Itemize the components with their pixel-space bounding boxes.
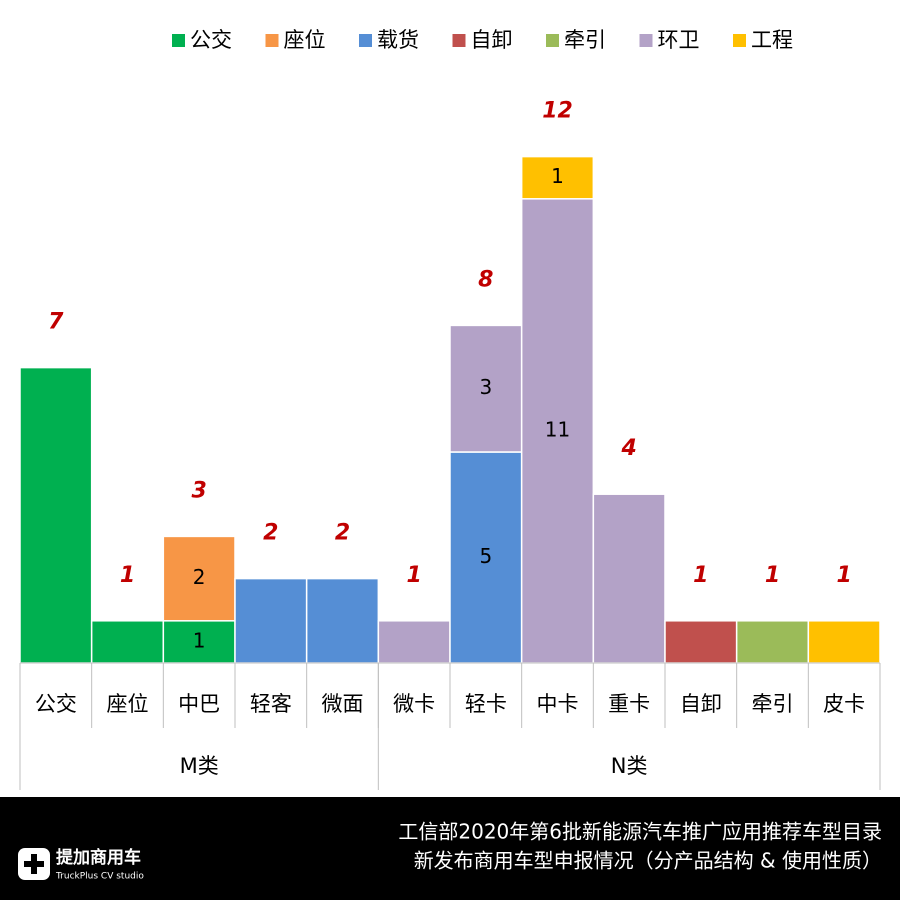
segment-label: 5	[479, 544, 492, 568]
x-tick-label: 轻客	[250, 692, 292, 716]
bar-segment	[377, 620, 451, 664]
legend-label: 牵引	[564, 28, 606, 52]
footer-title: 工信部2020年第6批新能源汽车推广应用推荐车型目录	[398, 820, 882, 844]
legend-swatch	[359, 34, 372, 47]
x-tick-label: 座位	[107, 692, 149, 716]
bar-segment	[807, 620, 881, 664]
total-label: 1	[765, 563, 780, 588]
bar-segment	[735, 620, 810, 664]
total-label: 1	[120, 563, 135, 588]
segment-label: 11	[545, 417, 570, 441]
x-tick-label: 微卡	[393, 692, 435, 716]
bar-segment	[305, 577, 380, 664]
group-label: N类	[611, 754, 648, 778]
total-label: 1	[407, 563, 422, 588]
x-tick-label: 重卡	[608, 692, 650, 716]
legend-swatch	[172, 34, 185, 47]
x-tick-label: 中卡	[537, 692, 579, 716]
total-label: 2	[263, 521, 278, 546]
legend-swatch	[452, 34, 466, 47]
bar-segment	[162, 535, 236, 622]
total-label: 7	[48, 310, 64, 335]
segment-label: 3	[479, 375, 492, 399]
bar-segment	[449, 324, 523, 453]
total-label: 1	[837, 563, 852, 588]
legend-label: 工程	[751, 28, 793, 52]
bar-segment	[19, 366, 93, 664]
x-tick-label: 自卸	[680, 692, 722, 716]
logo-icon	[18, 848, 50, 880]
logo-sub: TruckPlus CV studio	[55, 872, 144, 882]
group-label: M类	[180, 754, 219, 778]
segment-label: 1	[193, 628, 206, 652]
legend-swatch	[733, 34, 746, 47]
legend-swatch	[265, 34, 279, 47]
legend-swatch	[639, 34, 653, 47]
total-label: 8	[478, 267, 493, 292]
x-tick-label: 牵引	[752, 692, 794, 716]
bar-segment	[520, 155, 595, 200]
footer-band	[0, 797, 900, 900]
bar-segment	[592, 493, 666, 664]
logo-name: 提加商用车	[56, 847, 141, 868]
total-label: 4	[621, 436, 637, 461]
x-tick-label: 公交	[35, 692, 77, 716]
x-tick-label: 中巴	[178, 692, 220, 716]
legend-label: 环卫	[658, 28, 700, 52]
legend-label: 公交	[190, 28, 232, 52]
bar-segment	[162, 620, 236, 664]
total-label: 12	[542, 99, 573, 124]
legend-label: 座位	[284, 28, 326, 52]
x-tick-label: 轻卡	[465, 692, 507, 716]
total-label: 3	[192, 478, 207, 503]
x-tick-label: 皮卡	[823, 692, 865, 716]
bar-segment	[664, 620, 738, 664]
segment-label: 1	[551, 164, 564, 188]
bar-segment	[234, 577, 308, 664]
total-label: 1	[693, 563, 708, 588]
x-tick-label: 微面	[322, 692, 364, 716]
legend-label: 自卸	[471, 28, 513, 52]
legend-swatch	[546, 34, 559, 47]
footer-title: 新发布商用车型申报情况（分产品结构 & 使用性质）	[414, 849, 882, 873]
legend-label: 载货	[377, 28, 419, 52]
total-label: 2	[335, 521, 350, 546]
segment-label: 2	[193, 565, 206, 589]
bar-segment	[90, 620, 165, 664]
